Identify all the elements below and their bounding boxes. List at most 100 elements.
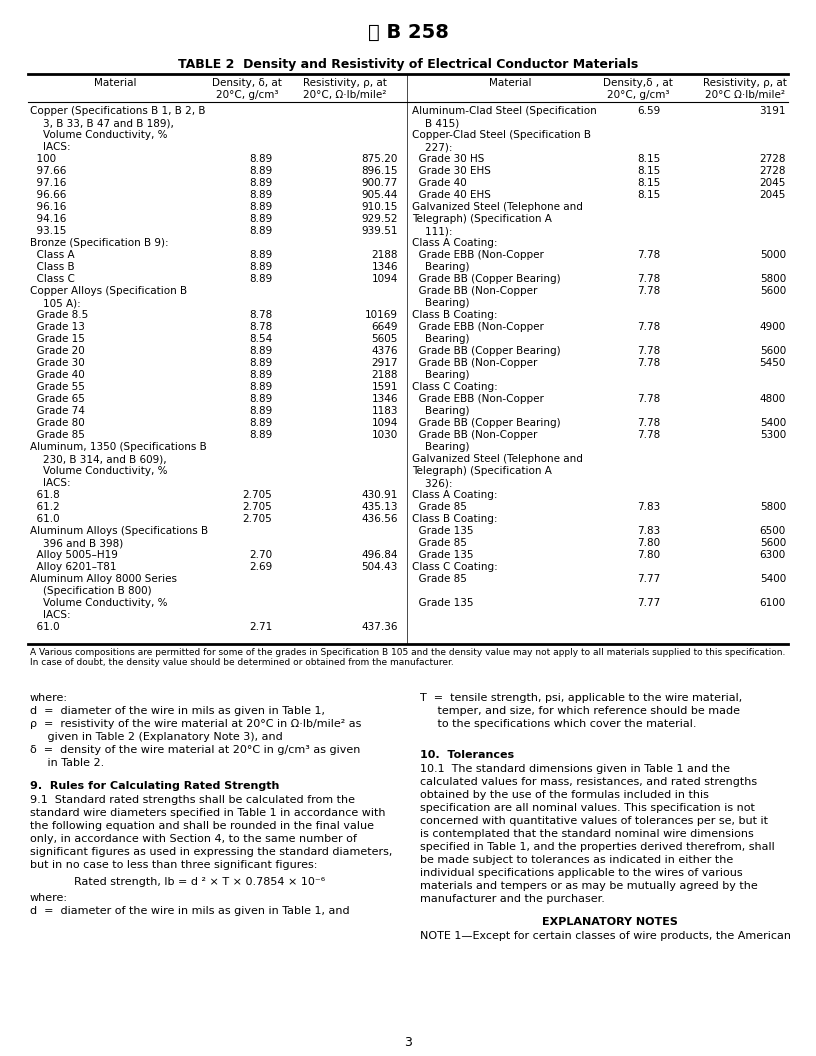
Text: Aluminum-Clad Steel (Specification: Aluminum-Clad Steel (Specification bbox=[412, 106, 596, 116]
Text: standard wire diameters specified in Table 1 in accordance with: standard wire diameters specified in Tab… bbox=[30, 808, 385, 818]
Text: in Table 2.: in Table 2. bbox=[30, 758, 104, 768]
Text: Grade 85: Grade 85 bbox=[412, 502, 467, 512]
Text: Copper (Specifications B 1, B 2, B: Copper (Specifications B 1, B 2, B bbox=[30, 106, 206, 116]
Text: 100: 100 bbox=[30, 154, 56, 164]
Text: Galvanized Steel (Telephone and: Galvanized Steel (Telephone and bbox=[412, 454, 583, 464]
Text: Density, δ, at
20°C, g/cm³: Density, δ, at 20°C, g/cm³ bbox=[212, 78, 282, 99]
Text: 3, B 33, B 47 and B 189),: 3, B 33, B 47 and B 189), bbox=[30, 118, 174, 128]
Text: 8.54: 8.54 bbox=[249, 334, 272, 344]
Text: 61.2: 61.2 bbox=[30, 502, 60, 512]
Text: Grade BB (Copper Bearing): Grade BB (Copper Bearing) bbox=[412, 346, 561, 356]
Text: Class B Coating:: Class B Coating: bbox=[412, 310, 498, 320]
Text: 2.705: 2.705 bbox=[242, 514, 272, 524]
Text: 93.15: 93.15 bbox=[30, 226, 66, 235]
Text: Alloy 6201–T81: Alloy 6201–T81 bbox=[30, 562, 117, 572]
Text: Material: Material bbox=[94, 78, 136, 88]
Text: Grade BB (Non-Copper: Grade BB (Non-Copper bbox=[412, 358, 538, 367]
Text: materials and tempers or as may be mutually agreed by the: materials and tempers or as may be mutua… bbox=[420, 881, 758, 891]
Text: Grade 85: Grade 85 bbox=[412, 538, 467, 548]
Text: 2.705: 2.705 bbox=[242, 502, 272, 512]
Text: calculated values for mass, resistances, and rated strengths: calculated values for mass, resistances,… bbox=[420, 777, 757, 787]
Text: Aluminum Alloy 8000 Series: Aluminum Alloy 8000 Series bbox=[30, 574, 177, 584]
Text: 2.69: 2.69 bbox=[249, 562, 272, 572]
Text: 111):: 111): bbox=[412, 226, 453, 235]
Text: Resistivity, ρ, at
20°C Ω·lb/mile²: Resistivity, ρ, at 20°C Ω·lb/mile² bbox=[703, 78, 787, 99]
Text: Alloy 5005–H19: Alloy 5005–H19 bbox=[30, 550, 118, 560]
Text: 2188: 2188 bbox=[371, 250, 398, 260]
Text: Class A: Class A bbox=[30, 250, 74, 260]
Text: Bearing): Bearing) bbox=[412, 370, 469, 380]
Text: 7.77: 7.77 bbox=[636, 598, 660, 608]
Text: Grade 20: Grade 20 bbox=[30, 346, 85, 356]
Text: Volume Conductivity, %: Volume Conductivity, % bbox=[30, 598, 167, 608]
Text: Bearing): Bearing) bbox=[412, 406, 469, 416]
Text: significant figures as used in expressing the standard diameters,: significant figures as used in expressin… bbox=[30, 847, 392, 857]
Text: 8.89: 8.89 bbox=[249, 214, 272, 224]
Text: 7.78: 7.78 bbox=[636, 418, 660, 428]
Text: 1094: 1094 bbox=[371, 418, 398, 428]
Text: 939.51: 939.51 bbox=[361, 226, 398, 235]
Text: Grade 30 EHS: Grade 30 EHS bbox=[412, 166, 491, 176]
Text: 96.66: 96.66 bbox=[30, 190, 66, 200]
Text: 2045: 2045 bbox=[760, 190, 786, 200]
Text: 2045: 2045 bbox=[760, 178, 786, 188]
Text: 9.  Rules for Calculating Rated Strength: 9. Rules for Calculating Rated Strength bbox=[30, 781, 279, 791]
Text: 8.89: 8.89 bbox=[249, 394, 272, 404]
Text: Grade EBB (Non-Copper: Grade EBB (Non-Copper bbox=[412, 250, 544, 260]
Text: Grade 30 HS: Grade 30 HS bbox=[412, 154, 485, 164]
Text: 8.15: 8.15 bbox=[636, 178, 660, 188]
Text: 7.78: 7.78 bbox=[636, 274, 660, 284]
Text: Grade BB (Non-Copper: Grade BB (Non-Copper bbox=[412, 430, 538, 440]
Text: 5600: 5600 bbox=[760, 286, 786, 296]
Text: Grade 40 EHS: Grade 40 EHS bbox=[412, 190, 491, 200]
Text: Telegraph) (Specification A: Telegraph) (Specification A bbox=[412, 466, 552, 476]
Text: 896.15: 896.15 bbox=[361, 166, 398, 176]
Text: 94.16: 94.16 bbox=[30, 214, 66, 224]
Text: 5300: 5300 bbox=[760, 430, 786, 440]
Text: Bearing): Bearing) bbox=[412, 334, 469, 344]
Text: 9.1  Standard rated strengths shall be calculated from the: 9.1 Standard rated strengths shall be ca… bbox=[30, 795, 355, 805]
Text: be made subject to tolerances as indicated in either the: be made subject to tolerances as indicat… bbox=[420, 855, 734, 865]
Text: 5000: 5000 bbox=[760, 250, 786, 260]
Text: Resistivity, ρ, at
20°C, Ω·lb/mile²: Resistivity, ρ, at 20°C, Ω·lb/mile² bbox=[303, 78, 387, 99]
Text: 900.77: 900.77 bbox=[361, 178, 398, 188]
Text: 435.13: 435.13 bbox=[361, 502, 398, 512]
Text: Grade EBB (Non-Copper: Grade EBB (Non-Copper bbox=[412, 322, 544, 332]
Text: Volume Conductivity, %: Volume Conductivity, % bbox=[30, 130, 167, 140]
Text: δ  =  density of the wire material at 20°C in g/cm³ as given: δ = density of the wire material at 20°C… bbox=[30, 744, 361, 755]
Text: 230, B 314, and B 609),: 230, B 314, and B 609), bbox=[30, 454, 166, 464]
Text: 4376: 4376 bbox=[371, 346, 398, 356]
Text: 5800: 5800 bbox=[760, 274, 786, 284]
Text: 1183: 1183 bbox=[371, 406, 398, 416]
Text: 8.89: 8.89 bbox=[249, 166, 272, 176]
Text: 2.71: 2.71 bbox=[249, 622, 272, 631]
Text: 7.77: 7.77 bbox=[636, 574, 660, 584]
Text: manufacturer and the purchaser.: manufacturer and the purchaser. bbox=[420, 894, 605, 904]
Text: 430.91: 430.91 bbox=[361, 490, 398, 499]
Text: 97.66: 97.66 bbox=[30, 166, 66, 176]
Text: Ⓜ B 258: Ⓜ B 258 bbox=[367, 22, 449, 41]
Text: 6300: 6300 bbox=[760, 550, 786, 560]
Text: 910.15: 910.15 bbox=[361, 202, 398, 212]
Text: 5450: 5450 bbox=[760, 358, 786, 367]
Text: 4900: 4900 bbox=[760, 322, 786, 332]
Text: 61.0: 61.0 bbox=[30, 622, 60, 631]
Text: Grade 85: Grade 85 bbox=[412, 574, 467, 584]
Text: 8.78: 8.78 bbox=[249, 310, 272, 320]
Text: 5605: 5605 bbox=[371, 334, 398, 344]
Text: 2728: 2728 bbox=[760, 154, 786, 164]
Text: Grade 40: Grade 40 bbox=[412, 178, 467, 188]
Text: ρ  =  resistivity of the wire material at 20°C in Ω·lb/mile² as: ρ = resistivity of the wire material at … bbox=[30, 719, 361, 729]
Text: 5600: 5600 bbox=[760, 346, 786, 356]
Text: 504.43: 504.43 bbox=[361, 562, 398, 572]
Text: 5400: 5400 bbox=[760, 418, 786, 428]
Text: Class A Coating:: Class A Coating: bbox=[412, 490, 498, 499]
Text: 6100: 6100 bbox=[760, 598, 786, 608]
Text: 61.8: 61.8 bbox=[30, 490, 60, 499]
Text: 8.89: 8.89 bbox=[249, 346, 272, 356]
Text: Grade 135: Grade 135 bbox=[412, 598, 473, 608]
Text: IACS:: IACS: bbox=[30, 142, 71, 152]
Text: 905.44: 905.44 bbox=[361, 190, 398, 200]
Text: Rated strength, lb = d ² × T × 0.7854 × 10⁻⁶: Rated strength, lb = d ² × T × 0.7854 × … bbox=[74, 876, 326, 887]
Text: Aluminum Alloys (Specifications B: Aluminum Alloys (Specifications B bbox=[30, 526, 208, 536]
